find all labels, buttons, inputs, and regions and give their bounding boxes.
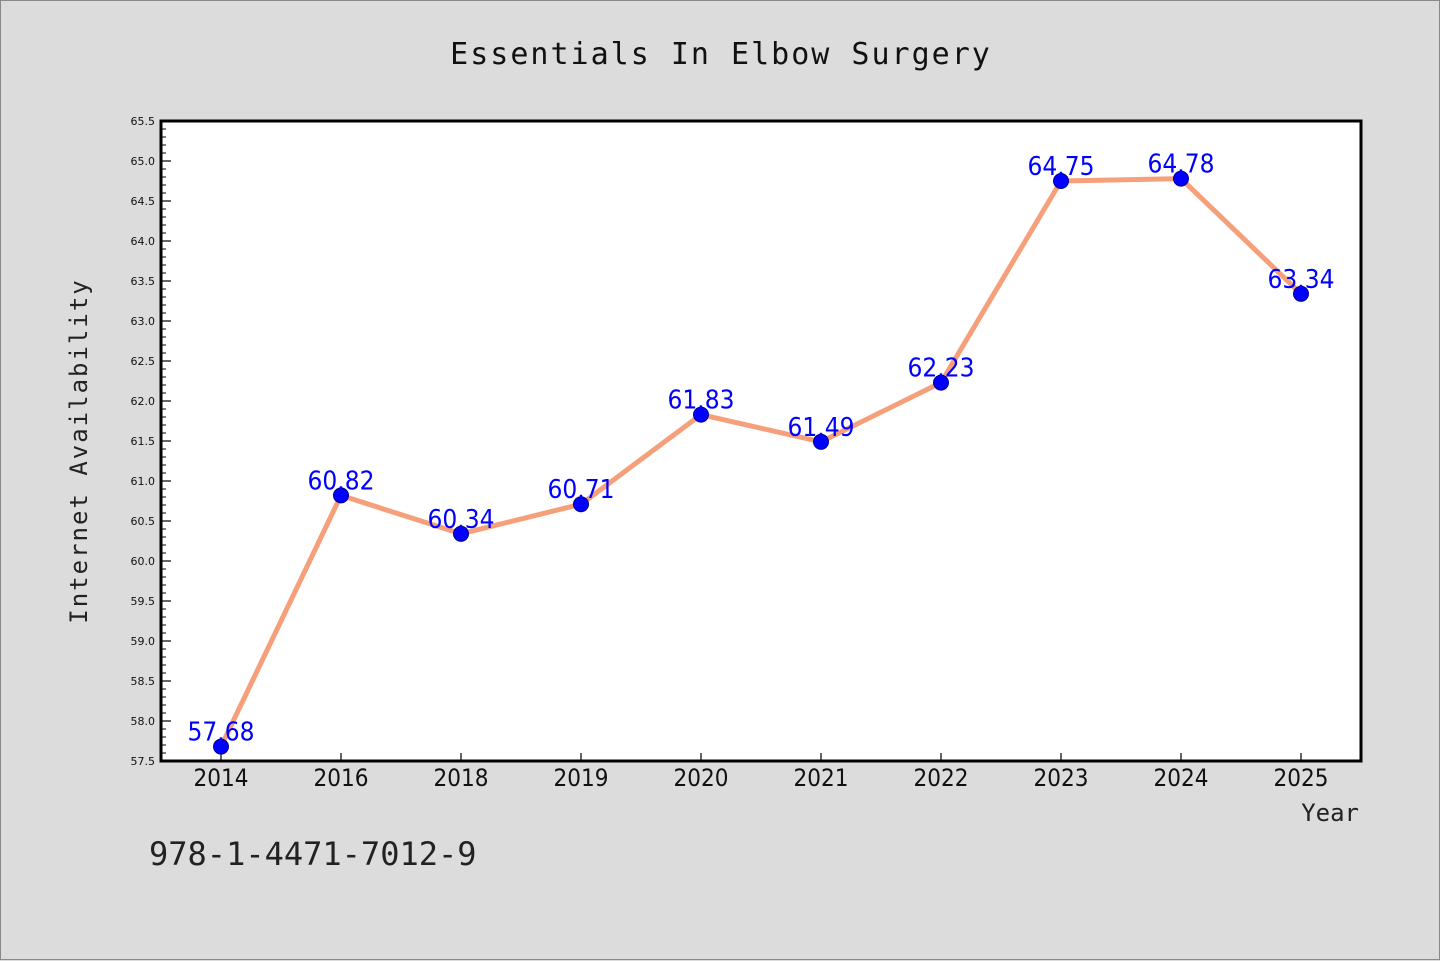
data-point xyxy=(1293,285,1309,302)
data-label: 61.83 xyxy=(668,386,735,416)
y-tick-label: 59.5 xyxy=(131,595,156,608)
x-axis-label: Year xyxy=(1301,799,1359,827)
y-tick-label: 65.5 xyxy=(131,115,156,128)
data-label: 63.34 xyxy=(1268,265,1335,295)
y-tick-label: 58.5 xyxy=(131,675,156,688)
data-label: 64.78 xyxy=(1148,150,1215,180)
x-axis-ticks: 2014 2016 2018 2019 2020 2021 2022 2023 2024 2025 xyxy=(194,753,1329,792)
data-label: 64.75 xyxy=(1028,152,1095,182)
y-tick-label: 59.0 xyxy=(131,635,156,648)
data-point xyxy=(453,525,469,542)
data-label: 61.49 xyxy=(788,413,855,443)
data-point xyxy=(333,487,349,504)
x-tick-label: 2016 xyxy=(314,764,369,792)
x-tick-label: 2021 xyxy=(794,764,849,792)
y-tick-label: 62.0 xyxy=(131,395,156,408)
x-tick-label: 2020 xyxy=(674,764,729,792)
x-tick-label: 2019 xyxy=(554,764,609,792)
data-point xyxy=(693,406,709,423)
x-tick-label: 2023 xyxy=(1034,764,1089,792)
y-tick-label: 63.0 xyxy=(131,315,156,328)
y-tick-label: 57.5 xyxy=(131,755,156,768)
y-tick-label: 63.5 xyxy=(131,275,156,288)
data-label: 62.23 xyxy=(908,354,975,384)
data-label: 60.34 xyxy=(428,505,495,535)
series-group: 57.68 60.82 60.34 60.71 61.83 61.49 62.23 64.75… xyxy=(188,150,1335,755)
data-point xyxy=(933,374,949,391)
x-tick-label: 2018 xyxy=(434,764,489,792)
y-tick-label: 60.0 xyxy=(131,555,156,568)
data-point xyxy=(573,496,589,513)
data-label: 57.68 xyxy=(188,718,255,748)
data-point xyxy=(1053,173,1069,189)
series-line xyxy=(218,176,1303,748)
data-point xyxy=(213,738,229,755)
data-point xyxy=(1173,170,1189,187)
y-tick-label: 65.0 xyxy=(131,155,156,168)
x-tick-label: 2025 xyxy=(1274,764,1329,792)
y-tick-label: 61.0 xyxy=(131,475,156,488)
data-point xyxy=(813,433,829,450)
y-axis-ticks: 57.5 58.0 58.5 59.0 59.5 60.0 60.5 61.0 61.5 62.0… xyxy=(131,115,171,768)
y-tick-label: 60.5 xyxy=(131,515,156,528)
y-tick-label: 62.5 xyxy=(131,355,156,368)
plot-frame xyxy=(159,119,1363,763)
plot-area xyxy=(161,121,1361,761)
x-tick-label: 2024 xyxy=(1154,764,1209,792)
data-label: 60.71 xyxy=(548,475,615,505)
x-tick-label: 2022 xyxy=(914,764,969,792)
x-tick-label: 2014 xyxy=(194,764,249,792)
isbn-footnote: 978-1-4471-7012-9 xyxy=(149,835,477,873)
y-axis-label: Internet Availability xyxy=(65,278,93,623)
y-tick-label: 58.0 xyxy=(131,715,156,728)
data-label: 60.82 xyxy=(308,466,375,496)
chart-title: Essentials In Elbow Surgery xyxy=(450,37,992,72)
y-tick-label: 61.5 xyxy=(131,435,156,448)
y-tick-label: 64.5 xyxy=(131,195,156,208)
y-tick-label: 64.0 xyxy=(131,235,156,248)
